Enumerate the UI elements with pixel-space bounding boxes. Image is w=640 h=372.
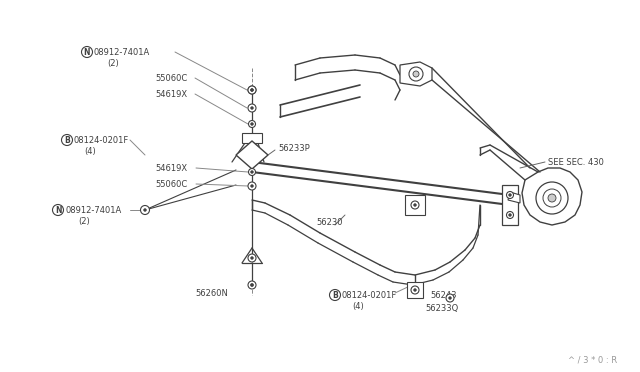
Polygon shape [400, 62, 432, 86]
Text: 54619X: 54619X [155, 90, 187, 99]
Text: N: N [55, 205, 61, 215]
Text: B: B [332, 291, 338, 299]
Circle shape [509, 194, 511, 196]
Circle shape [248, 86, 256, 94]
Text: (4): (4) [84, 147, 96, 155]
Circle shape [509, 214, 511, 216]
Text: 54619X: 54619X [155, 164, 187, 173]
Circle shape [141, 205, 150, 215]
Polygon shape [502, 185, 518, 225]
Circle shape [248, 104, 256, 112]
Circle shape [251, 89, 253, 91]
Text: 08124-0201F: 08124-0201F [342, 291, 397, 299]
Text: 08912-7401A: 08912-7401A [94, 48, 150, 57]
Circle shape [446, 294, 454, 302]
Circle shape [536, 182, 568, 214]
Text: (2): (2) [107, 58, 119, 67]
Text: 56230: 56230 [316, 218, 342, 227]
Polygon shape [242, 133, 262, 143]
Circle shape [449, 297, 451, 299]
Text: 55060C: 55060C [155, 180, 188, 189]
Circle shape [251, 89, 253, 91]
Text: 56233Q: 56233Q [425, 304, 458, 312]
Text: SEE SEC. 430: SEE SEC. 430 [548, 157, 604, 167]
Text: 56233P: 56233P [278, 144, 310, 153]
Circle shape [506, 212, 513, 218]
Text: (4): (4) [352, 301, 364, 311]
Circle shape [251, 123, 253, 125]
Circle shape [251, 107, 253, 109]
Circle shape [248, 121, 255, 128]
Circle shape [411, 286, 419, 294]
Circle shape [251, 171, 253, 173]
Circle shape [248, 254, 256, 262]
Text: 56260N: 56260N [195, 289, 228, 298]
Circle shape [248, 182, 256, 190]
Circle shape [248, 169, 255, 176]
Circle shape [250, 283, 253, 286]
Circle shape [413, 204, 416, 206]
Text: 56243: 56243 [430, 291, 456, 299]
Circle shape [543, 189, 561, 207]
Circle shape [409, 67, 423, 81]
Polygon shape [236, 141, 268, 169]
Circle shape [251, 257, 253, 259]
Circle shape [411, 201, 419, 209]
Polygon shape [522, 168, 582, 225]
Circle shape [506, 192, 513, 199]
Text: ^ / 3 * 0 : R: ^ / 3 * 0 : R [568, 356, 617, 365]
Circle shape [548, 194, 556, 202]
Polygon shape [407, 282, 423, 298]
Polygon shape [508, 192, 520, 203]
Text: 55060C: 55060C [155, 74, 188, 83]
Text: B: B [64, 135, 70, 144]
Text: 08912-7401A: 08912-7401A [65, 205, 121, 215]
Circle shape [413, 71, 419, 77]
Circle shape [248, 281, 256, 289]
Circle shape [248, 86, 256, 94]
Circle shape [144, 209, 147, 211]
Polygon shape [405, 195, 425, 215]
Circle shape [413, 289, 416, 291]
Text: 08124-0201F: 08124-0201F [74, 135, 129, 144]
Circle shape [251, 185, 253, 187]
Text: N: N [84, 48, 90, 57]
Text: (2): (2) [78, 217, 90, 225]
